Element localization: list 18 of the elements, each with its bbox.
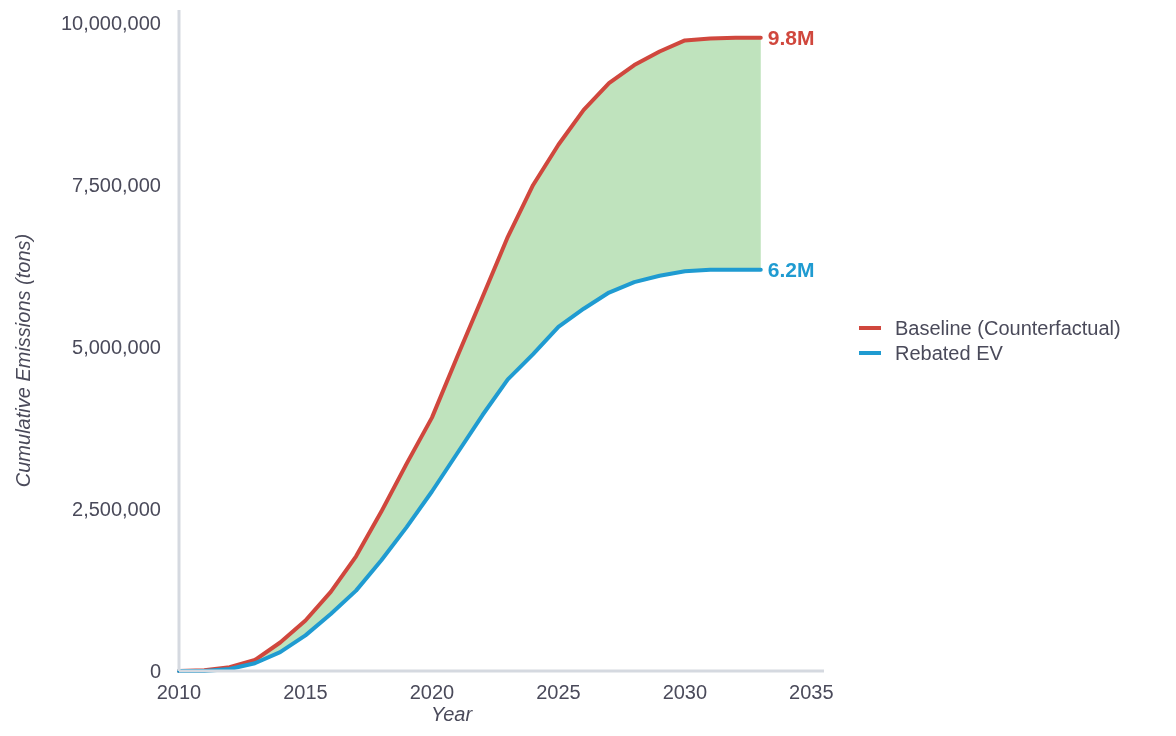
legend-label: Rebated EV	[895, 342, 1004, 364]
x-tick-label: 2020	[409, 681, 455, 703]
y-tick-label: 5,000,000	[72, 335, 161, 358]
x-axis-title: Year	[430, 703, 474, 725]
x-tick-label: 2015	[283, 681, 328, 703]
x-tick-label: 2025	[536, 681, 581, 703]
data-label: 6.2M	[767, 258, 815, 282]
x-tick-label: 2030	[662, 681, 708, 703]
y-tick-label: 7,500,000	[72, 173, 161, 196]
line-series	[177, 267, 763, 673]
y-tick-label: 10,000,000	[60, 11, 161, 34]
y-axis-title: Cumulative Emissions (tons)	[12, 233, 34, 488]
y-tick-label: 0	[149, 660, 161, 682]
x-tick-label: 2035	[789, 681, 834, 703]
x-tick-label: 2010	[156, 681, 202, 703]
data-label: 9.8M	[767, 26, 815, 50]
y-tick-label: 2,500,000	[72, 497, 161, 520]
legend-label: Baseline (Counterfactual)	[895, 317, 1121, 339]
